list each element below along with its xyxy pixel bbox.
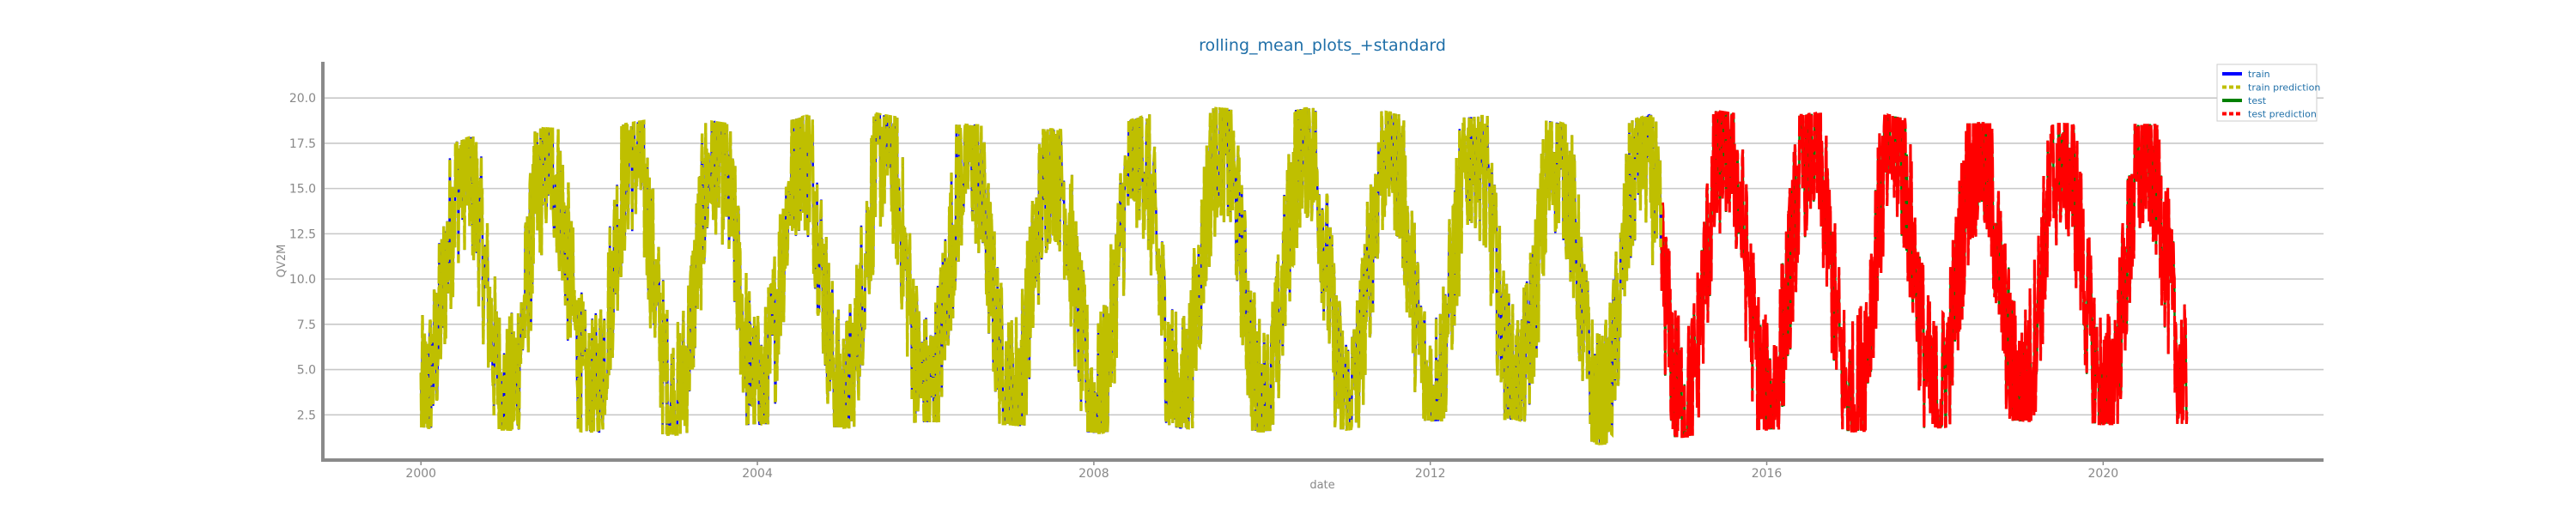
legend-label: test: [2248, 95, 2267, 106]
series-test-prediction: [1660, 110, 2189, 439]
y-tick-label: 12.5: [289, 227, 316, 241]
y-tick-label: 10.0: [289, 273, 316, 287]
y-tick-label: 17.5: [289, 137, 316, 151]
x-tick-label: 2008: [1078, 467, 1109, 481]
series-layer: [419, 106, 2189, 445]
y-tick-label: 2.5: [297, 409, 316, 422]
x-axis-label: date: [1309, 479, 1334, 492]
x-tick-label: 2020: [2088, 467, 2119, 481]
x-tick-label: 2000: [405, 467, 436, 481]
x-tick-label: 2004: [742, 467, 773, 481]
x-tick-label: 2012: [1415, 467, 1446, 481]
chart-title: rolling_mean_plots_+standard: [1199, 36, 1446, 55]
legend-label: test prediction: [2248, 109, 2317, 120]
y-tick-label: 15.0: [289, 183, 316, 197]
y-tick-label: 7.5: [297, 318, 316, 332]
y-tick-label: 20.0: [289, 92, 316, 106]
y-axis-label: QV2M: [276, 245, 289, 278]
y-tick-label: 5.0: [297, 364, 316, 378]
series-train-prediction: [419, 106, 1663, 445]
x-tick-labels: 2000 2004 2008 2012 2016 2020: [405, 460, 2118, 481]
legend-label: train prediction: [2248, 82, 2320, 94]
x-tick-label: 2016: [1752, 467, 1783, 481]
y-tick-labels: 2.5 5.0 7.5 10.0 12.5 15.0 17.5 20.0: [289, 92, 316, 422]
legend-label: train: [2248, 69, 2270, 80]
